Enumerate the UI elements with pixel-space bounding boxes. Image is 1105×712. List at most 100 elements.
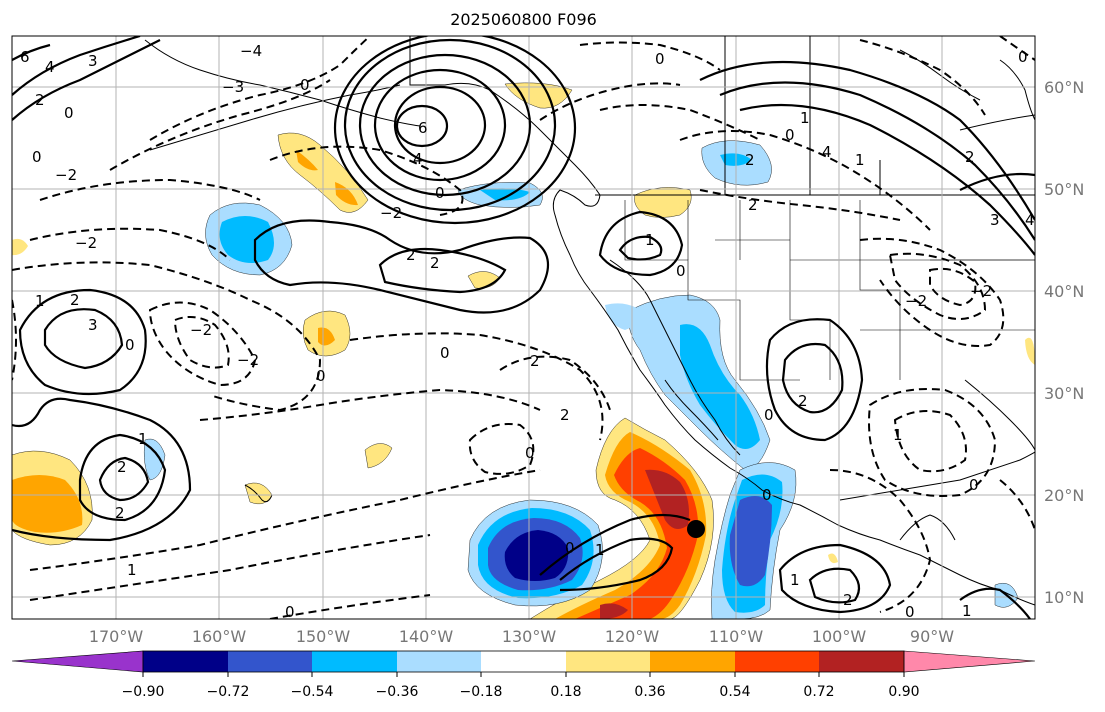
colorbar: −0.90 −0.72 −0.54 −0.36 −0.18 0.18 0.36 … (11, 650, 1036, 700)
contour-label: 6 (418, 119, 428, 137)
colorbar-tick-label: 0.90 (888, 684, 919, 700)
colorbar-swatch (650, 651, 735, 672)
contour-label: 0 (316, 367, 326, 385)
shaded-field (12, 82, 1035, 619)
map-frame (11, 35, 1036, 620)
contour-label: −4 (240, 42, 262, 60)
lat-tick-label: 60°N (1044, 78, 1084, 97)
positive-anomaly-patch (828, 553, 838, 564)
contour-label: 1 (893, 426, 903, 444)
negative-anomaly-band (729, 496, 772, 587)
map-panel: 6 4 0 2 2 3 2 1 0 2 2 1 1 0 0 0 0 0 1 2 … (12, 36, 1035, 621)
contour-label: −2 (55, 166, 77, 184)
latitude-tick-labels: 60°N 50°N 40°N 30°N 20°N 10°N (1044, 78, 1084, 607)
contour-label: 2 (430, 254, 440, 272)
negative-anomaly-patch (219, 216, 274, 264)
colorbar-swatch (312, 651, 397, 672)
contour-label: 2 (117, 458, 127, 476)
contour-label: 0 (525, 444, 535, 462)
contour-label: 2 (560, 406, 570, 424)
contour-label: 0 (655, 50, 665, 68)
colorbar-frame (142, 650, 905, 673)
colorbar-swatch (819, 651, 904, 672)
contour-label: 0 (435, 184, 445, 202)
contour-label: 1 (138, 430, 148, 448)
lon-tick-label: 160°W (192, 627, 247, 646)
contour-label: 0 (676, 262, 686, 280)
negative-anomaly-core (504, 530, 569, 581)
contour-label: −3 (222, 78, 244, 96)
contour-label: 1 (855, 151, 865, 169)
positive-anomaly-patch (1025, 337, 1035, 365)
colorbar-swatch (397, 651, 481, 672)
positive-anomaly-patch (364, 443, 393, 469)
contour-label: 0 (762, 486, 772, 504)
contour-label: 4 (822, 143, 832, 161)
contour-label: 0 (440, 344, 450, 362)
colorbar-tick-label: 0.36 (634, 684, 665, 700)
contour-label: 4 (45, 58, 55, 76)
contour-label: −2 (970, 282, 992, 300)
colorbar-tick-label: 0.54 (719, 684, 750, 700)
colorbar-swatch (566, 651, 650, 672)
contour-label: 1 (962, 602, 972, 620)
positive-anomaly-plume (600, 603, 628, 619)
positive-anomaly-patch (504, 82, 573, 109)
lon-tick-label: 110°W (709, 627, 764, 646)
contour-label: 0 (785, 126, 795, 144)
contour-label: −2 (190, 321, 212, 339)
contour-labels: 6 4 0 2 2 3 2 1 0 2 2 1 1 0 0 0 0 0 1 2 … (20, 42, 1035, 621)
longitude-tick-labels: 170°W 160°W 150°W 140°W 130°W 120°W 110°… (89, 627, 954, 646)
lon-tick-label: 120°W (605, 627, 660, 646)
contour-label: 2 (530, 352, 540, 370)
contour-label: 3 (88, 316, 98, 334)
lat-tick-label: 30°N (1044, 384, 1084, 403)
colorbar-extend-min (11, 650, 144, 673)
colorbar-tick-label: −0.36 (376, 684, 419, 700)
contour-label: 1 (35, 292, 45, 310)
positive-anomaly-plume (645, 469, 689, 529)
lat-tick-label: 40°N (1044, 282, 1084, 301)
contour-label: 0 (285, 603, 295, 621)
negative-anomaly-patch (143, 438, 166, 481)
lon-tick-label: 150°W (296, 627, 351, 646)
contour-label: 1 (595, 541, 605, 559)
contour-label: 2 (843, 591, 853, 609)
contour-label: 1 (645, 231, 655, 249)
contour-label: 2 (748, 196, 758, 214)
positive-anomaly-patch (335, 182, 358, 206)
contour-label: 2 (965, 148, 975, 166)
contour-label: 2 (35, 91, 45, 109)
lat-tick-label: 50°N (1044, 180, 1084, 199)
contour-label: 0 (32, 148, 42, 166)
contour-label: 0 (905, 603, 915, 621)
colorbar-swatch (228, 651, 312, 672)
positive-anomaly-patch (296, 150, 318, 171)
contour-label: 0 (969, 476, 979, 494)
contour-label: −2 (237, 351, 259, 369)
colorbar-swatch (143, 651, 228, 672)
contour-label: 0 (64, 104, 74, 122)
lon-tick-label: 90°W (910, 627, 954, 646)
colorbar-tick-label: −0.90 (122, 684, 165, 700)
lon-tick-label: 170°W (89, 627, 144, 646)
contour-label: 1 (800, 109, 810, 127)
colorbar-swatch (735, 651, 819, 672)
colorbar-tick-label: −0.18 (460, 684, 503, 700)
contour-label: 0 (300, 76, 310, 94)
positive-anomaly-patch (318, 327, 335, 346)
colorbar-swatch (481, 651, 566, 672)
contour-label: 3 (88, 52, 98, 70)
lat-tick-label: 10°N (1044, 588, 1084, 607)
contour-label: 1 (127, 561, 137, 579)
contour-label: 3 (990, 211, 1000, 229)
colorbar-tick-label: −0.54 (291, 684, 334, 700)
contour-label: 2 (798, 392, 808, 410)
colorbar-tick-label: 0.72 (803, 684, 834, 700)
contour-label: 4 (413, 150, 423, 168)
colorbar-tick-label: 0.18 (550, 684, 581, 700)
lat-tick-label: 20°N (1044, 486, 1084, 505)
contour-label: 0 (764, 406, 774, 424)
contour-label: 0 (1018, 48, 1028, 66)
